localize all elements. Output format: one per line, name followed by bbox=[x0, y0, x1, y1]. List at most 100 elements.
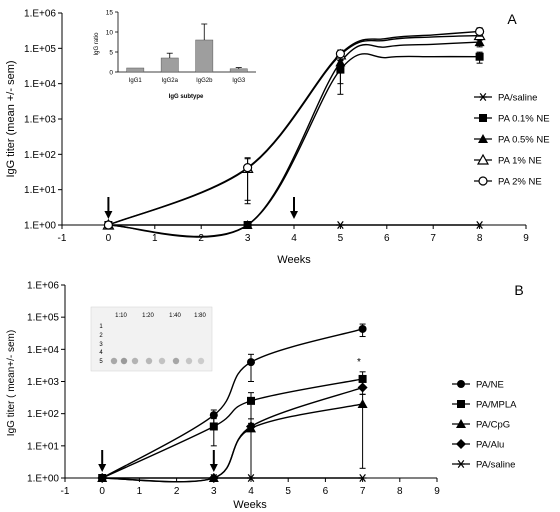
data-point bbox=[475, 221, 484, 229]
data-point bbox=[209, 474, 218, 482]
y-tick-label: 1.E+03 bbox=[27, 377, 59, 388]
x-tick-label: 5 bbox=[285, 486, 291, 497]
legend-label: PA/saline bbox=[476, 460, 515, 471]
x-tick-label: 2 bbox=[198, 233, 204, 244]
x-tick-label: 6 bbox=[384, 233, 390, 244]
x-tick-label: 9 bbox=[434, 486, 440, 497]
inset-y-axis-label: IgG ratio bbox=[94, 32, 100, 56]
inset-bar bbox=[195, 39, 214, 73]
dot-blot-dot bbox=[172, 357, 180, 365]
data-point bbox=[247, 358, 255, 367]
y-tick-label: 1.E+01 bbox=[24, 185, 56, 196]
legend-marker bbox=[478, 176, 488, 186]
panel-b-inset-dot-blot: 1:10 1:20 1:40 1:80 1 2 3 4 5 bbox=[90, 306, 213, 372]
legend-marker bbox=[457, 460, 465, 468]
series-line bbox=[101, 378, 363, 479]
panel-a-label: A bbox=[507, 11, 517, 27]
panel-b-significance-asterisk: * bbox=[357, 357, 361, 368]
legend-marker bbox=[478, 134, 488, 143]
series-line bbox=[101, 328, 363, 479]
inset-bar bbox=[160, 57, 179, 73]
dot-blot-dot bbox=[158, 357, 166, 365]
panel-a-series bbox=[102, 26, 486, 238]
data-point bbox=[242, 220, 253, 229]
data-point bbox=[247, 474, 255, 482]
inset-x-axis-label: IgG subtype bbox=[169, 94, 204, 100]
data-point bbox=[247, 396, 255, 405]
arrow-head bbox=[104, 211, 113, 219]
x-tick-label: 0 bbox=[106, 233, 112, 244]
legend-marker bbox=[456, 419, 466, 428]
y-tick-label: 1.E+00 bbox=[27, 474, 59, 485]
inset-bars: IgG1 IgG2a IgG2b IgG3 bbox=[126, 23, 248, 84]
panel-a-immunization-arrows bbox=[104, 197, 298, 219]
data-point bbox=[474, 37, 485, 47]
data-point bbox=[357, 398, 368, 408]
panel-b-immunization-arrows bbox=[98, 450, 218, 472]
y-tick-label: 1.E+01 bbox=[27, 441, 59, 452]
inset-category-label: IgG3 bbox=[232, 78, 246, 84]
inset-category-label: IgG2b bbox=[196, 78, 213, 84]
dot-blot-row-label: 5 bbox=[99, 359, 103, 365]
x-tick-label: 3 bbox=[245, 233, 251, 244]
dot-blot-dot bbox=[145, 357, 153, 365]
dot-blot-dots bbox=[110, 357, 205, 365]
panel-b-y-axis-label: IgG titer ( mean+/- sem) bbox=[6, 330, 17, 436]
dot-blot-column-label: 1:20 bbox=[142, 313, 154, 319]
y-tick-label: 1.E+02 bbox=[24, 150, 56, 161]
y-tick-label: 1.E+02 bbox=[27, 409, 59, 420]
dot-blot-row-label: 2 bbox=[99, 333, 103, 339]
legend-marker bbox=[457, 380, 465, 388]
data-point bbox=[358, 324, 367, 333]
dot-blot-row-label: 4 bbox=[99, 350, 103, 356]
asterisk-stroke bbox=[210, 474, 218, 482]
panel-a: 1.E+00 1.E+01 1.E+02 1.E+03 1.E+04 1.E+05 1.E+… bbox=[5, 7, 550, 266]
asterisk-stroke bbox=[479, 93, 487, 101]
y-tick-label: 1.E+04 bbox=[27, 345, 59, 356]
legend-marker bbox=[457, 400, 465, 408]
x-tick-label: 2 bbox=[174, 486, 180, 497]
panel-b-series bbox=[97, 323, 368, 483]
arrow-head bbox=[209, 464, 218, 472]
inset-category-label: IgG2a bbox=[162, 78, 179, 84]
data-point bbox=[209, 411, 218, 420]
panel-a-inset-bar-chart: 0 5 10 15 IgG1 IgG2a IgG2b IgG3 IgG ratio IgG … bbox=[94, 7, 261, 100]
inset-y-tick-label: 5 bbox=[109, 50, 113, 57]
series-line bbox=[102, 386, 363, 483]
asterisk-stroke bbox=[457, 460, 465, 468]
y-tick-label: 1.E+06 bbox=[24, 9, 56, 20]
x-tick-label: 9 bbox=[523, 233, 529, 244]
panel-a-legend: PA/saline PA 0.1% NE PA 0.5% NE PA 1% NE PA … bbox=[474, 93, 550, 188]
x-tick-label: 3 bbox=[211, 486, 217, 497]
asterisk-stroke bbox=[98, 474, 106, 482]
y-tick-label: 1.E+06 bbox=[27, 281, 59, 292]
y-tick-label: 1.E+04 bbox=[24, 79, 56, 90]
y-tick-label: 1.E+05 bbox=[24, 44, 56, 55]
x-tick-label: 4 bbox=[248, 486, 254, 497]
legend-label: PA/MPLA bbox=[476, 400, 517, 411]
inset-frame bbox=[111, 7, 261, 95]
inset-category-label: IgG1 bbox=[129, 78, 143, 84]
x-tick-label: 0 bbox=[99, 486, 105, 497]
legend-label: PA/NE bbox=[476, 380, 504, 391]
data-point bbox=[98, 474, 107, 482]
x-tick-label: 8 bbox=[477, 233, 483, 244]
inset-y-tick-label: 15 bbox=[106, 10, 114, 17]
x-tick-label: 7 bbox=[430, 233, 436, 244]
asterisk-stroke bbox=[247, 474, 255, 482]
panel-b-legend: PA/NE PA/MPLA PA/CpG PA/Alu PA/saline bbox=[452, 380, 517, 471]
dot-blot-dot bbox=[131, 357, 139, 365]
data-point bbox=[243, 163, 253, 173]
inset-y-ticks: 0 5 10 15 bbox=[106, 10, 118, 77]
data-point bbox=[246, 421, 256, 432]
x-tick-label: 1 bbox=[152, 233, 158, 244]
y-tick-label: 1.E+05 bbox=[27, 313, 59, 324]
dot-blot-dot bbox=[120, 357, 128, 365]
series-pa-2-ne bbox=[103, 26, 485, 230]
legend-label: PA 0.5% NE bbox=[498, 135, 550, 146]
x-tick-label: 7 bbox=[360, 486, 366, 497]
asterisk-stroke bbox=[359, 474, 366, 482]
dot-blot-column-label: 1:10 bbox=[115, 313, 127, 319]
dot-blot-dot bbox=[185, 357, 193, 365]
